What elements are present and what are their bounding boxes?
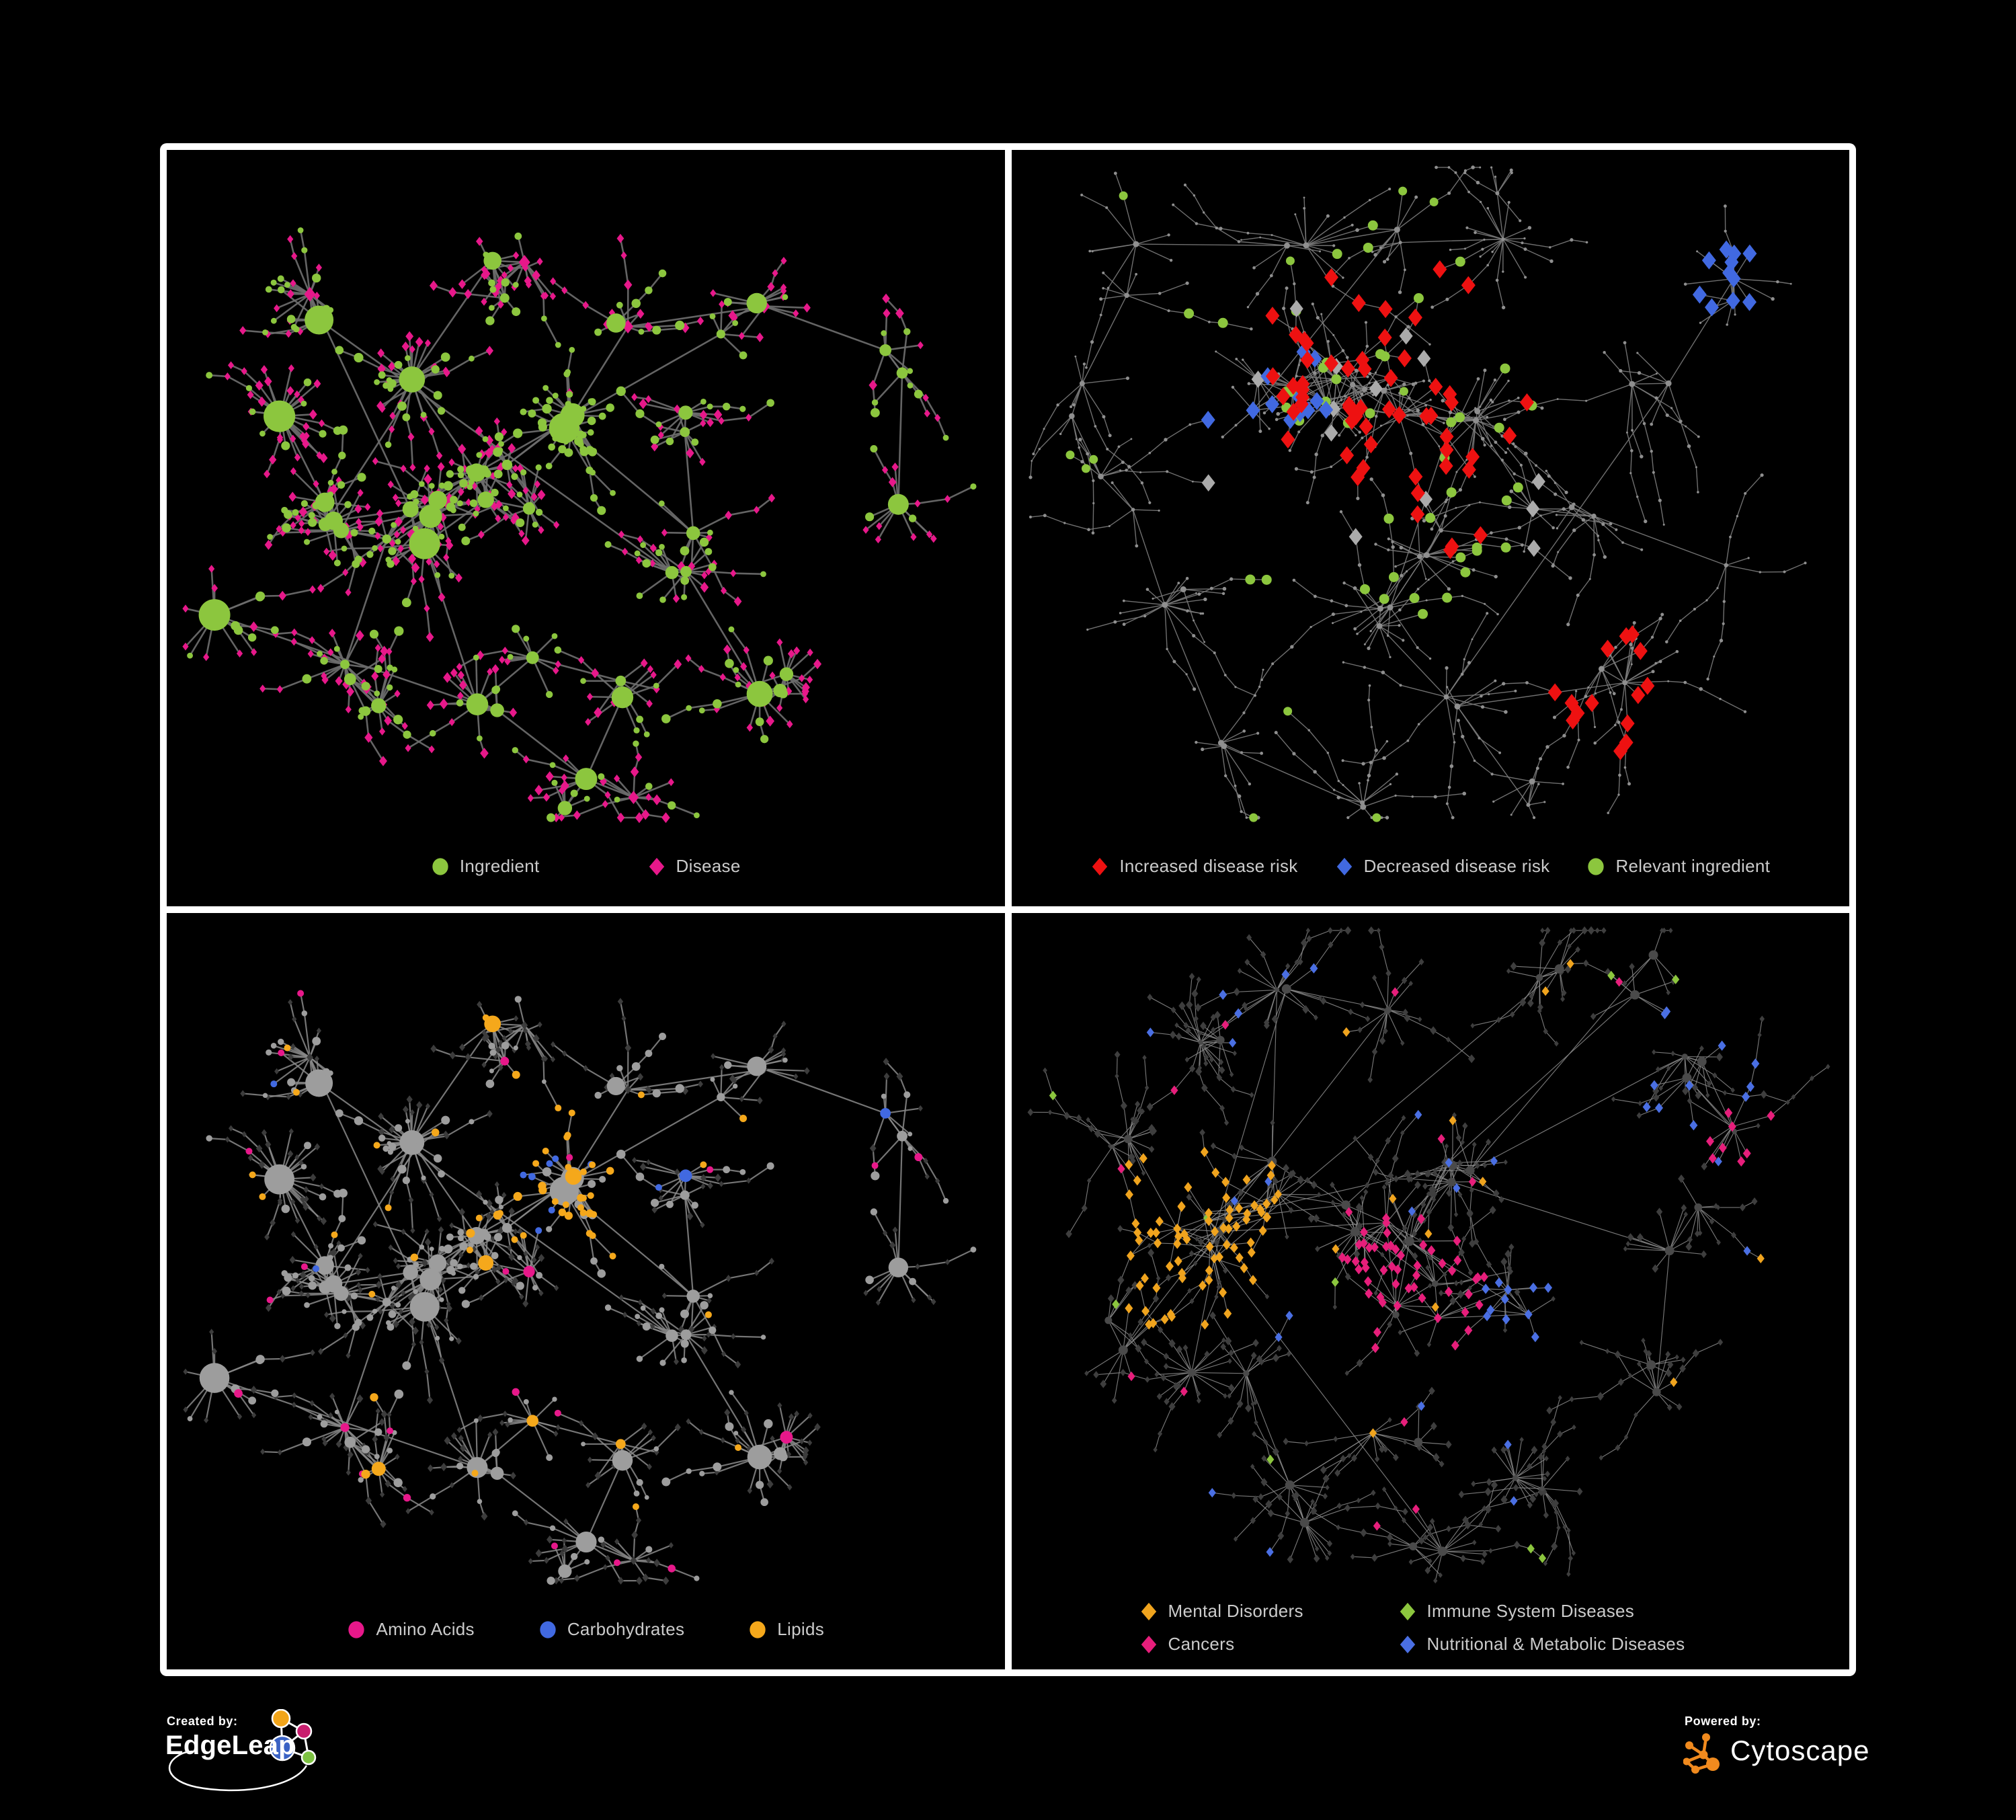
legend-label: Increased disease risk bbox=[1119, 856, 1298, 876]
edgeleap-wordmark: EdgeLeap bbox=[165, 1731, 295, 1760]
legend-item-decreased-disease-risk: Decreased disease risk bbox=[1335, 856, 1550, 877]
cytoscape-wordmark: Cytoscape bbox=[1730, 1735, 1870, 1766]
legend-label: Immune System Diseases bbox=[1426, 1601, 1635, 1621]
powered-by-block: Powered by: Cytoscape bbox=[1679, 1709, 1935, 1796]
cytoscape-logo-icon bbox=[1683, 1733, 1720, 1774]
legend-disease-categories: Mental Disorders Immune System Diseases Ca… bbox=[1139, 1601, 1685, 1655]
legend-item-immune-system-diseases: Immune System Diseases bbox=[1398, 1601, 1685, 1622]
legend-label: Relevant ingredient bbox=[1615, 856, 1771, 876]
legend-ingredient-disease: Ingredient Disease bbox=[167, 856, 1005, 877]
legend-item-ingredient: Ingredient bbox=[431, 856, 540, 877]
diamond-marker-icon bbox=[1336, 857, 1352, 875]
legend-item-mental-disorders: Mental Disorders bbox=[1139, 1601, 1398, 1622]
circle-marker-icon bbox=[348, 1620, 365, 1638]
network-compound-classes bbox=[183, 990, 977, 1585]
legend-item-nutritional-metabolic-diseases: Nutritional & Metabolic Diseases bbox=[1398, 1634, 1685, 1655]
circle-marker-icon bbox=[750, 1620, 766, 1638]
legend-item-cancers: Cancers bbox=[1139, 1634, 1398, 1655]
powered-by-label: Powered by: bbox=[1685, 1714, 1761, 1728]
legend-item-relevant-ingredient: Relevant ingredient bbox=[1586, 856, 1770, 877]
legend-label: Lipids bbox=[777, 1619, 825, 1639]
legend-label: Nutritional & Metabolic Diseases bbox=[1426, 1634, 1685, 1654]
network-disease-categories bbox=[1026, 926, 1830, 1584]
diamond-marker-icon bbox=[1400, 1602, 1415, 1620]
created-by-block: Created by: EdgeLeap bbox=[161, 1709, 383, 1820]
diamond-marker-icon bbox=[1141, 1635, 1156, 1653]
circle-marker-icon bbox=[540, 1620, 556, 1638]
diamond-marker-icon bbox=[649, 857, 664, 875]
legend-label: Decreased disease risk bbox=[1363, 856, 1550, 876]
created-by-label: Created by: bbox=[167, 1714, 238, 1728]
legend-label: Disease bbox=[676, 856, 741, 876]
panel-ingredient-disease: Ingredient Disease bbox=[167, 150, 1005, 906]
legend-item-lipids: Lipids bbox=[748, 1619, 824, 1640]
legend-item-carbohydrates: Carbohydrates bbox=[538, 1619, 684, 1640]
edgeleap-logo-icon bbox=[169, 1709, 317, 1792]
panel-compound-classes: Amino Acids Carbohydrates Lipids bbox=[167, 913, 1005, 1669]
legend-disease-risk: Increased disease risk Decreased disease … bbox=[1012, 856, 1850, 877]
legend-label: Cancers bbox=[1168, 1634, 1235, 1654]
network-disease-risk bbox=[1028, 165, 1807, 822]
legend-item-amino-acids: Amino Acids bbox=[347, 1619, 475, 1640]
legend-label: Mental Disorders bbox=[1168, 1601, 1303, 1621]
legend-item-disease: Disease bbox=[647, 856, 741, 877]
legend-item-increased-disease-risk: Increased disease risk bbox=[1090, 856, 1297, 877]
legend-compound-classes: Amino Acids Carbohydrates Lipids bbox=[167, 1619, 1005, 1640]
diamond-marker-icon bbox=[1141, 1602, 1156, 1620]
diamond-marker-icon bbox=[1400, 1635, 1415, 1653]
legend-label: Ingredient bbox=[459, 856, 540, 876]
legend-label: Carbohydrates bbox=[567, 1619, 685, 1639]
diamond-marker-icon bbox=[1092, 857, 1108, 875]
panel-grid: Ingredient Disease Increased disease risk… bbox=[160, 143, 1856, 1676]
circle-marker-icon bbox=[432, 857, 448, 875]
legend-label: Amino Acids bbox=[376, 1619, 475, 1639]
panel-disease-risk: Increased disease risk Decreased disease … bbox=[1011, 150, 1850, 906]
network-ingredient-disease bbox=[182, 227, 977, 824]
panel-disease-categories: Mental Disorders Immune System Diseases Ca… bbox=[1011, 913, 1849, 1669]
circle-marker-icon bbox=[1588, 857, 1605, 875]
